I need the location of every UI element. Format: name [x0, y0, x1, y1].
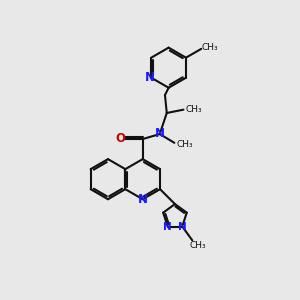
Text: N: N — [138, 193, 148, 206]
Text: CH₃: CH₃ — [202, 43, 218, 52]
Text: N: N — [178, 221, 187, 232]
Text: N: N — [145, 71, 155, 84]
Text: N: N — [155, 127, 165, 140]
Text: CH₃: CH₃ — [190, 241, 206, 250]
Text: CH₃: CH₃ — [185, 105, 202, 114]
Text: O: O — [115, 132, 125, 145]
Text: CH₃: CH₃ — [176, 140, 193, 149]
Text: N: N — [163, 221, 172, 232]
